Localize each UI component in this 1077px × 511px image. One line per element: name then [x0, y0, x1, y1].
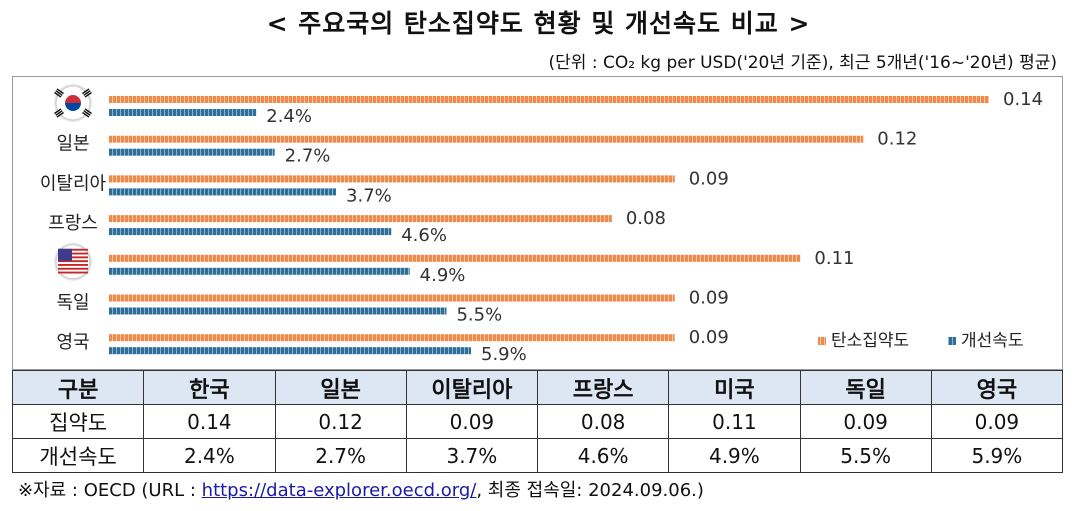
legend-swatch-intensity [818, 337, 826, 345]
intensity-value-label: 0.11 [814, 248, 854, 269]
table-row: 개선속도 2.4% 2.7% 3.7% 4.6% 4.9% 5.5% 5.9% [11, 438, 1064, 473]
table-header-cell: 이탈리아 [405, 370, 539, 405]
comparison-table: 구분 한국 일본 이탈리아 프랑스 미국 독일 영국 집약도 0.14 0.12… [11, 370, 1064, 473]
category-label: 프랑스 [48, 213, 98, 234]
table-row-header: 개선속도 [11, 438, 145, 473]
legend-label: 탄소집약도 [831, 331, 909, 351]
table-cell: 4.6% [536, 438, 670, 473]
chart-legend: 탄소집약도 개선속도 [818, 331, 1024, 351]
source-suffix: , 최종 접속일: 2024.09.06.) [476, 480, 704, 501]
improvement-bar [109, 228, 392, 236]
table-cell: 4.9% [668, 438, 801, 473]
table-cell: 0.11 [668, 404, 801, 439]
usa-flag-icon [54, 242, 92, 281]
korea-flag-icon [54, 84, 92, 122]
source-link[interactable]: https://data-explorer.oecd.org/ [201, 480, 477, 501]
intensity-bar [109, 254, 801, 262]
improvement-value-label: 2.4% [266, 106, 312, 127]
table-cell: 2.4% [143, 438, 276, 473]
table-cell: 5.9% [930, 438, 1064, 473]
category-label: 일본 [56, 134, 89, 155]
table-header-cell: 미국 [668, 370, 801, 405]
improvement-bar [109, 148, 275, 156]
table-cell: 0.14 [143, 404, 276, 439]
intensity-value-label: 0.14 [1003, 89, 1043, 110]
legend-swatch-improvement [948, 337, 956, 345]
table-cell: 0.12 [274, 404, 407, 439]
table-cell: 3.7% [405, 438, 539, 473]
intensity-bar [109, 294, 675, 302]
intensity-bar [109, 135, 864, 143]
table-header-cell: 구분 [11, 370, 145, 405]
improvement-value-label: 5.5% [456, 305, 502, 326]
table-header-cell: 프랑스 [536, 370, 670, 405]
improvement-bar [109, 267, 410, 275]
intensity-bar [109, 96, 989, 103]
improvement-value-label: 5.9% [481, 344, 527, 365]
improvement-value-label: 4.9% [420, 265, 466, 286]
source-note: ※자료 : OECD (URL : https://data-explorer.… [18, 476, 704, 502]
intensity-value-label: 0.08 [626, 208, 666, 229]
intensity-value-label: 0.09 [689, 327, 729, 348]
improvement-bar [109, 109, 257, 116]
source-prefix: ※자료 : OECD (URL : [18, 480, 202, 501]
intensity-bar [109, 215, 612, 223]
unit-note: (단위 : CO₂ kg per USD('20년 기준), 최근 5개년('1… [548, 53, 1057, 73]
table-cell: 0.08 [536, 404, 670, 439]
improvement-value-label: 3.7% [346, 185, 392, 206]
table-header-row: 구분 한국 일본 이탈리아 프랑스 미국 독일 영국 [11, 370, 1064, 405]
intensity-value-label: 0.09 [689, 168, 729, 189]
table-cell: 2.7% [274, 438, 407, 473]
category-label: 영국 [56, 332, 89, 353]
table-cell: 0.09 [930, 404, 1064, 439]
table-cell: 0.09 [405, 404, 539, 439]
bar-chart: 0.14 2.4% 일본 0.12 2.7% 이탈리아 0.09 3.7% 프랑스 0.08 4.6… [40, 84, 1043, 365]
intensity-bar [109, 175, 675, 183]
table-header-cell: 일본 [274, 370, 407, 405]
intensity-bar [109, 334, 675, 342]
improvement-value-label: 4.6% [401, 225, 447, 246]
table-header-cell: 독일 [799, 370, 932, 405]
table-cell: 0.09 [799, 404, 932, 439]
chart-title: < 주요국의 탄소집약도 현황 및 개선속도 비교 > [266, 9, 811, 38]
table-row: 집약도 0.14 0.12 0.09 0.08 0.11 0.09 0.09 [11, 404, 1064, 439]
improvement-bar [109, 188, 337, 196]
category-label: 독일 [56, 293, 89, 314]
category-label: 이탈리아 [40, 173, 107, 194]
intensity-value-label: 0.12 [877, 129, 917, 150]
improvement-bar [109, 347, 471, 355]
chart-area: 0.14 2.4% 일본 0.12 2.7% 이탈리아 0.09 3.7% 프랑스 0.08 4.6… [12, 76, 1063, 370]
table-header-cell: 영국 [930, 370, 1064, 405]
legend-label: 개선속도 [961, 331, 1024, 351]
table-cell: 5.5% [799, 438, 932, 473]
table-row-header: 집약도 [11, 404, 145, 439]
intensity-value-label: 0.09 [689, 288, 729, 309]
improvement-bar [109, 307, 447, 315]
table-header-cell: 한국 [143, 370, 276, 405]
improvement-value-label: 2.7% [285, 146, 331, 167]
